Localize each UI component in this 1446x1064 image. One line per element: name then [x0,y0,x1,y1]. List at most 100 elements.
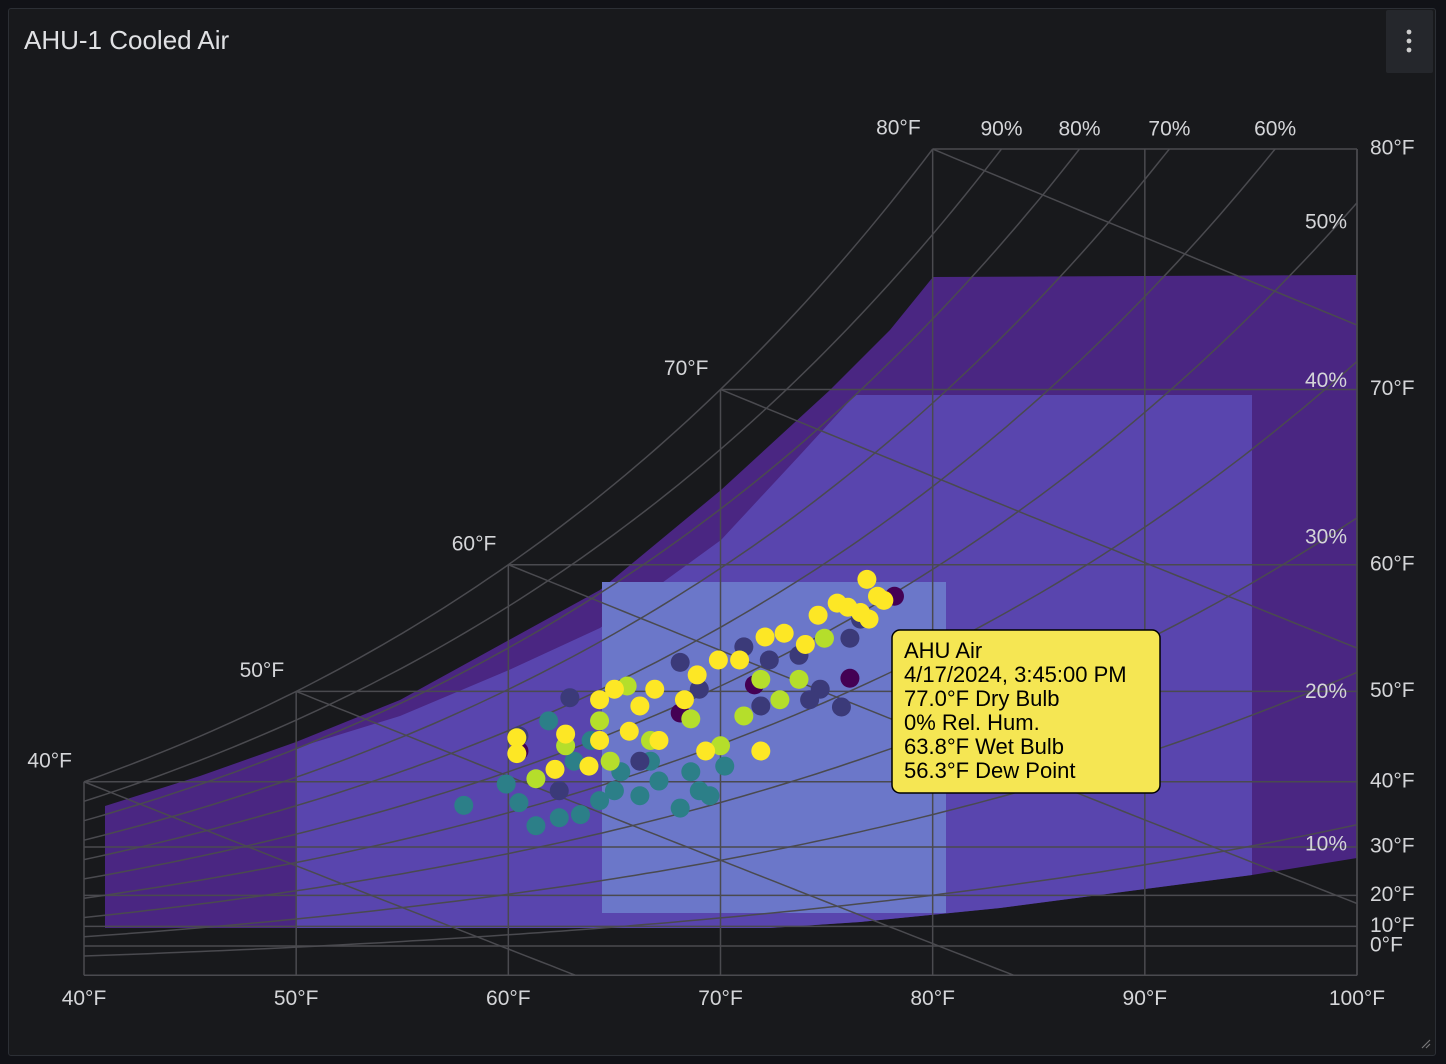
point [734,706,754,726]
wet-bulb-line [295,690,1014,976]
menu-dot [1406,29,1412,35]
point [674,690,694,710]
point [795,634,815,654]
point [545,759,565,779]
point [579,756,599,776]
labels: 40°F 50°F 60°F 70°F 80°F 90°F 100°F 0°F10°F 20°F… [27,117,1414,1010]
rh-label: 50% [1305,210,1347,233]
point [590,791,610,811]
point [751,741,771,761]
rh-label: 20% [1305,680,1347,703]
rh-curve [83,823,1358,957]
point [708,650,728,670]
y-tick-label: 80°F [1370,137,1415,160]
rh-label: 90% [980,118,1022,141]
tooltip-title: AHU Air [904,638,982,663]
point [840,628,860,648]
x-tick-label: 80°F [910,987,955,1010]
rh-curve [83,148,1170,841]
rh-label: 80% [1059,118,1101,141]
point [730,650,750,670]
point [509,793,529,813]
point [774,623,794,643]
point [696,741,716,761]
point [689,679,709,699]
point [539,711,559,731]
point [590,690,610,710]
point [755,627,775,647]
point [604,679,624,699]
point [570,805,590,825]
points [454,569,904,836]
grid [83,148,1358,976]
point [700,786,720,806]
point [507,744,527,764]
tooltip-line: 63.8°F Wet Bulb [904,734,1064,759]
wet-bulb-label: 60°F [452,532,497,555]
point [751,669,771,689]
y-tick-label: 10°F [1370,914,1415,937]
point [840,668,860,688]
wet-bulb-line [720,388,1358,649]
point [649,730,669,750]
point [681,709,701,729]
tooltip-line: 56.3°F Dew Point [904,758,1075,783]
x-tick-label: 40°F [62,987,107,1010]
y-tick-label: 30°F [1370,835,1415,858]
point [715,756,735,776]
resize-handle [1421,1039,1431,1049]
point [630,751,650,771]
menu-dot [1406,38,1412,44]
tooltip-line: 0% Rel. Hum. [904,710,1040,735]
point [526,816,546,836]
rh-label: 70% [1148,118,1190,141]
rh-label: 40% [1305,369,1347,392]
wet-bulb-line [932,148,1358,326]
x-tick-label: 70°F [698,987,743,1010]
y-tick-label: 60°F [1370,552,1415,575]
panel-menu[interactable] [1386,10,1433,73]
tooltip: AHU Air 4/17/2024, 3:45:00 PM 77.0°F Dry… [891,629,1161,794]
y-tick-label: 50°F [1370,679,1415,702]
wet-bulb-label: 80°F [876,117,921,140]
point [619,721,639,741]
point [759,650,779,670]
point [814,628,834,648]
point [560,688,580,708]
rh-label: 60% [1254,118,1296,141]
point [630,786,650,806]
panel-title: AHU-1 Cooled Air [24,25,230,55]
point [454,795,474,815]
point [751,696,771,716]
x-tick-label: 90°F [1123,987,1168,1010]
rh-curve [83,148,1276,861]
point [800,690,820,710]
wet-bulb-label: 70°F [664,357,709,380]
y-tick-label: 40°F [1370,769,1415,792]
y-tick-label: 20°F [1370,883,1415,906]
point [808,605,828,625]
point [711,736,730,756]
point [645,679,665,699]
wet-bulb-line [83,781,576,976]
wet-bulb-label: 50°F [240,659,285,682]
wet-bulb-label: 40°F [27,749,72,772]
tooltip-line: 77.0°F Dry Bulb [904,686,1060,711]
point [496,774,516,794]
point [649,771,669,791]
point [549,781,569,801]
point [630,696,650,716]
point [874,590,894,610]
menu-dot [1406,47,1412,53]
rh-label: 10% [1305,832,1347,855]
point [851,603,871,623]
x-tick-label: 100°F [1329,987,1385,1010]
point [831,697,851,717]
point [590,730,610,750]
x-tick-label: 50°F [274,987,319,1010]
point [687,665,707,685]
point [600,751,620,771]
tooltip-time: 4/17/2024, 3:45:00 PM [904,662,1127,687]
